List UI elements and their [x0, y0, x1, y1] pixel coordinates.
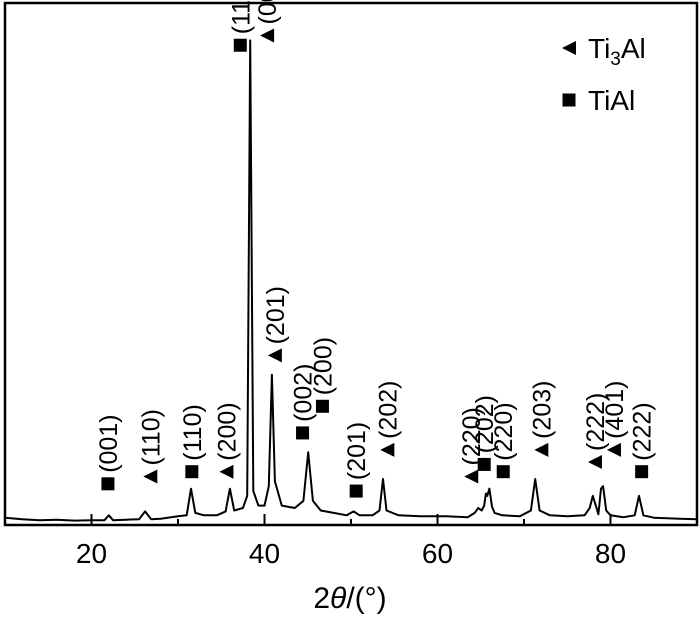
x-tick-label: 40 — [249, 538, 280, 569]
peak-label: (002) — [254, 0, 282, 25]
tial-marker — [185, 465, 199, 479]
peak-label: (202) — [471, 395, 499, 453]
x-tick-label: 80 — [595, 538, 626, 569]
peak-label: (002) — [290, 364, 318, 422]
peak-label: (401) — [601, 381, 629, 439]
x-axis-title: 2θ/(°) — [313, 582, 386, 615]
legend-label: Ti3Al — [588, 33, 646, 70]
peak-label: (203) — [528, 381, 556, 439]
legend-label: TiAl — [588, 85, 635, 116]
peak-annotations: (001)(110)(110)(200)(111)(002)(201)(002)… — [95, 0, 657, 498]
axes: 20 40 60 80 — [3, 1, 699, 569]
ti3al-marker — [260, 28, 275, 43]
peak-label: (201) — [343, 422, 371, 480]
ti3al-marker — [534, 442, 549, 457]
peak-label: (200) — [213, 402, 241, 460]
x-tick-label: 20 — [76, 538, 107, 569]
x-tick-label: 60 — [422, 538, 453, 569]
peak-label: (222) — [582, 393, 610, 451]
ti3al-marker — [143, 469, 158, 484]
tial-marker — [496, 465, 510, 479]
tial-marker — [101, 477, 115, 491]
xrd-pattern-line — [4, 39, 698, 522]
peak-label: (110) — [179, 404, 207, 461]
peak-label: (110) — [137, 409, 165, 466]
ti3al-marker — [464, 469, 479, 484]
tial-marker — [635, 465, 649, 479]
ti3al-marker — [267, 348, 282, 363]
peak-label: (111) — [227, 0, 255, 34]
ti3al-marker — [587, 455, 602, 469]
tial-marker — [296, 426, 310, 440]
peak-label: (001) — [95, 414, 123, 472]
ti3al-marker — [219, 464, 234, 479]
tial-marker — [349, 484, 363, 498]
peak-label: (201) — [262, 286, 290, 344]
peak-label: (222) — [629, 402, 657, 460]
peak-label: (220) — [490, 402, 518, 460]
legend-ti3al-marker — [562, 41, 576, 55]
legend: Ti3Al TiAl — [562, 33, 646, 116]
peak-label: (220) — [458, 407, 486, 465]
peak-label: (200) — [310, 337, 338, 395]
series-layer — [4, 39, 698, 522]
ti3al-marker — [606, 442, 621, 457]
tial-marker — [233, 38, 247, 52]
peak-label: (202) — [374, 381, 402, 439]
legend-tial-marker — [562, 93, 576, 107]
ti3al-marker — [380, 442, 395, 457]
tial-marker — [315, 399, 329, 413]
tial-marker — [477, 457, 491, 471]
